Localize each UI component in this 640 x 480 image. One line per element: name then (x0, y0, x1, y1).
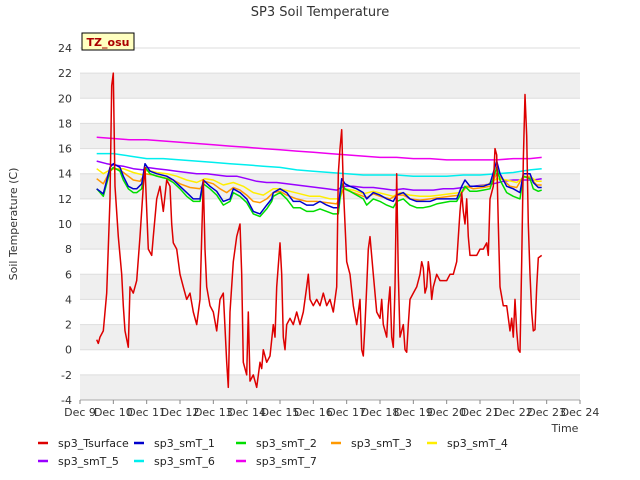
legend-label: sp3_smT_4 (447, 437, 508, 450)
legend-label: sp3_smT_5 (58, 455, 119, 468)
x-tick-label: Dec 14 (227, 406, 266, 419)
y-tick-label: 14 (58, 168, 72, 181)
legend-label: sp3_smT_6 (154, 455, 215, 468)
plot-band (80, 324, 580, 350)
y-tick-label: 16 (58, 143, 72, 156)
series-line-sp3_smT_6 (96, 152, 542, 177)
plot-band (80, 224, 580, 250)
y-axis-label: Soil Temperature (C) (7, 168, 20, 281)
y-tick-label: 24 (58, 42, 72, 55)
x-tick-label: Dec 11 (127, 406, 166, 419)
legend-label: sp3_Tsurface (58, 437, 129, 450)
x-tick-label: Dec 24 (561, 406, 600, 419)
y-tick-label: 20 (58, 92, 72, 105)
y-tick-label: 6 (65, 268, 72, 281)
x-tick-label: Dec 9 (64, 406, 96, 419)
x-tick-label: Dec 22 (494, 406, 533, 419)
x-tick-label: Dec 15 (261, 406, 300, 419)
plot-band (80, 274, 580, 300)
plot-band (80, 123, 580, 149)
x-tick-label: Dec 21 (461, 406, 500, 419)
gridlines (80, 47, 580, 401)
x-tick-label: Dec 16 (294, 406, 333, 419)
plot-band (80, 73, 580, 99)
series-line-sp3_Tsurface (96, 72, 543, 389)
plot-band (80, 173, 580, 199)
y-tick-label: -4 (61, 394, 72, 407)
series-line-sp3_smT_7 (96, 136, 542, 161)
y-tick-label: 8 (65, 243, 72, 256)
plot-band (80, 374, 580, 400)
x-tick-label: Dec 10 (94, 406, 133, 419)
y-tick-label: 0 (65, 344, 72, 357)
chart-title: SP3 Soil Temperature (251, 5, 389, 20)
y-tick-label: 10 (58, 218, 72, 231)
site-badge: TZ_osu (81, 32, 135, 51)
x-tick-label: Dec 12 (161, 406, 200, 419)
x-tick-label: Dec 17 (327, 406, 366, 419)
x-tick-label: Dec 19 (394, 406, 433, 419)
y-tick-label: 18 (58, 117, 72, 130)
y-tick-label: 12 (58, 193, 72, 206)
series-line-sp3_smT_2 (96, 166, 542, 218)
x-axis-label: Time (551, 422, 579, 435)
x-tick-label: Dec 20 (427, 406, 466, 419)
series-lines (96, 72, 543, 389)
site-badge-box (81, 32, 135, 51)
x-tick-label: Dec 13 (194, 406, 233, 419)
y-tick-label: 4 (65, 293, 72, 306)
legend-label: sp3_smT_7 (256, 455, 317, 468)
site-badge-text: TZ_osu (87, 36, 130, 49)
y-tick-label: 2 (65, 319, 72, 332)
legend: sp3_Tsurface sp3_smT_1 sp3_smT_2 sp3_smT_3 s… (38, 437, 508, 468)
x-tick-label: Dec 18 (361, 406, 400, 419)
legend-label: sp3_smT_3 (351, 437, 412, 450)
x-tick-label: Dec 23 (527, 406, 566, 419)
legend-label: sp3_smT_1 (154, 437, 215, 450)
y-tick-label: -2 (61, 369, 72, 382)
series-line-sp3_smT_1 (96, 160, 542, 215)
legend-label: sp3_smT_2 (256, 437, 317, 450)
y-tick-label: 22 (58, 67, 72, 80)
